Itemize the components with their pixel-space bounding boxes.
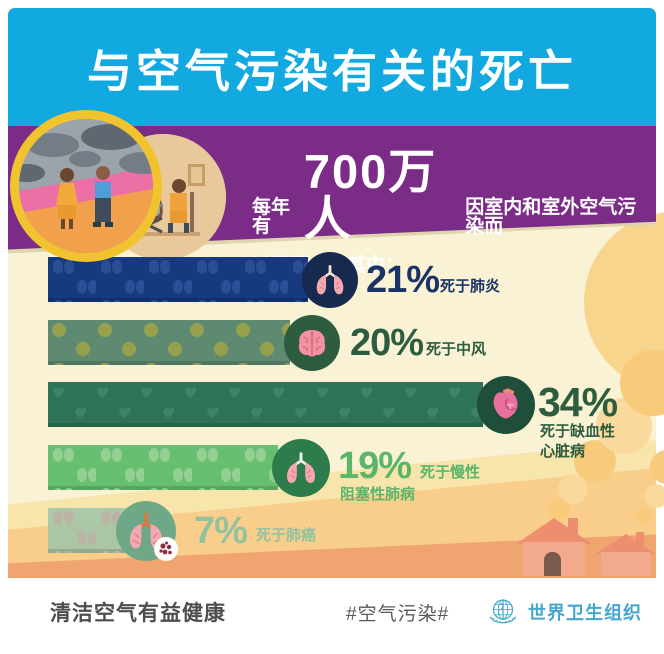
footer-bar: 清洁空气有益健康 #空气污染# 世界卫生组织 (8, 578, 656, 646)
label-pneumonia: 死于肺炎 (440, 278, 501, 295)
bar-lung-cancer (48, 508, 126, 553)
bar-row-pneumonia: 21% 死于肺炎 (48, 252, 608, 309)
label-heart-disease-line2: 心脏病 (540, 443, 586, 460)
bar-pneumonia (48, 257, 308, 302)
bar-row-copd: 19% 死于慢性 阻塞性肺病 (48, 439, 608, 515)
page-title: 与空气污染有关的死亡 (86, 45, 577, 97)
outdoor-pollution-illustration (10, 110, 162, 262)
house-illustration (516, 512, 592, 576)
intro-suffix: 因室内和室外空气污染而 (465, 197, 637, 237)
heart-icon (477, 376, 535, 434)
intro-big-number: 700万人 (303, 145, 438, 245)
who-emblem-icon (489, 599, 517, 624)
who-org-name: 世界卫生组织 (528, 603, 642, 623)
bar-heart-disease (48, 382, 483, 427)
cancer-cells-badge (154, 537, 178, 561)
smoke-puff (650, 450, 664, 484)
lungs-icon (272, 439, 330, 497)
footer-slogan: 清洁空气有益健康 (50, 602, 226, 625)
smoke-puff (548, 498, 570, 520)
percent-pneumonia: 21% (366, 259, 440, 301)
label-copd-line1: 死于慢性 (420, 464, 481, 481)
bar-row-stroke: 20% 死于中风 (48, 315, 608, 372)
footer-hashtag: #空气污染# (346, 603, 450, 625)
intro-prefix: 每年有 (252, 197, 291, 237)
who-logo: 世界卫生组织 (484, 593, 642, 631)
percent-copd: 19% (338, 445, 412, 487)
smoke-puff (558, 474, 588, 504)
bar-stroke (48, 320, 290, 365)
smoke-puff (644, 484, 664, 508)
bar-copd (48, 445, 278, 490)
brain-icon (284, 315, 340, 371)
lungs-icon (302, 252, 358, 308)
header-banner: 与空气污染有关的死亡 (8, 8, 656, 126)
outdoor-scene-icon (19, 119, 153, 253)
label-copd-line2: 阻塞性肺病 (340, 486, 416, 503)
percent-lung-cancer: 7% (194, 510, 248, 552)
bar-row-lung-cancer: 7% 死于肺癌 (48, 501, 448, 564)
label-heart-disease: 死于缺血性 心脏病 (540, 422, 615, 462)
bar-row-heart-disease: 34% 死于缺血性 心脏病 (48, 376, 658, 460)
label-heart-disease-line1: 死于缺血性 (540, 423, 616, 440)
percent-heart-disease: 34% (538, 379, 618, 425)
lungs-cancer-icon (116, 501, 178, 561)
smoke-puff (636, 508, 652, 524)
percent-stroke: 20% (350, 322, 424, 364)
house-illustration-small (596, 530, 656, 576)
label-stroke: 死于中风 (426, 341, 487, 358)
label-lung-cancer: 死于肺癌 (256, 527, 317, 544)
